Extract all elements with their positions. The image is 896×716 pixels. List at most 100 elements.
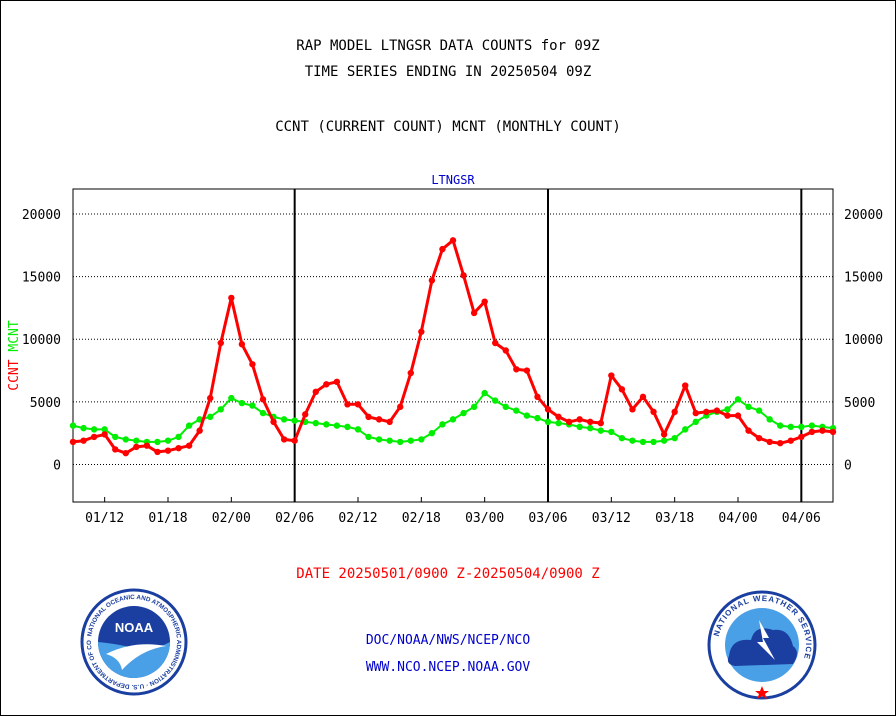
data-point-mcnt — [133, 437, 140, 444]
data-point-mcnt — [597, 427, 604, 434]
data-point-mcnt — [618, 434, 626, 442]
data-point-ccnt — [481, 298, 488, 305]
data-point-ccnt — [354, 401, 362, 408]
data-point-ccnt — [639, 393, 647, 401]
data-point-ccnt — [122, 449, 129, 457]
data-point-ccnt — [143, 442, 151, 449]
data-point-mcnt — [481, 389, 488, 397]
x-tick-label: 04/06 — [782, 511, 821, 526]
y-tick-label-left: 15000 — [22, 271, 61, 286]
data-point-mcnt — [629, 437, 636, 444]
data-point-mcnt — [682, 426, 689, 433]
data-point-ccnt — [703, 408, 710, 416]
data-point-ccnt — [270, 418, 277, 426]
data-point-mcnt — [439, 421, 446, 428]
data-point-mcnt — [122, 436, 129, 443]
data-point-ccnt — [259, 396, 267, 403]
data-point-mcnt — [523, 412, 531, 419]
data-point-ccnt — [682, 382, 689, 389]
data-point-mcnt — [280, 416, 288, 423]
data-point-ccnt — [375, 416, 383, 423]
data-point-ccnt — [418, 328, 425, 335]
y-tick-label-right: 15000 — [844, 271, 883, 286]
data-point-ccnt — [133, 443, 140, 451]
x-tick-label: 04/00 — [718, 511, 757, 526]
data-point-mcnt — [80, 424, 87, 432]
x-tick-label: 01/12 — [85, 511, 124, 526]
nco-link[interactable]: WWW.NCO.NCEP.NOAA.GOV — [365, 660, 531, 675]
data-point-mcnt — [259, 409, 267, 417]
data-point-ccnt — [597, 419, 604, 427]
x-tick-label: 03/00 — [465, 511, 504, 526]
x-tick-label: 02/06 — [275, 511, 314, 526]
data-point-ccnt — [671, 408, 678, 416]
y-tick-label-right: 10000 — [844, 333, 883, 348]
data-point-ccnt — [587, 418, 594, 426]
data-point-mcnt — [291, 417, 298, 424]
data-point-ccnt — [534, 393, 541, 401]
data-point-ccnt — [608, 372, 615, 379]
data-point-ccnt — [302, 411, 309, 418]
data-point-ccnt — [112, 446, 119, 453]
data-point-ccnt — [502, 347, 509, 354]
data-point-ccnt — [80, 437, 87, 444]
data-point-mcnt — [734, 396, 742, 403]
nws-logo[interactable]: NATIONAL WEATHER SERVICE — [707, 590, 817, 700]
data-point-mcnt — [101, 426, 108, 433]
data-point-mcnt — [544, 418, 552, 426]
data-point-ccnt — [713, 407, 721, 414]
data-point-ccnt — [513, 366, 520, 373]
y-tick-label-left: 20000 — [22, 208, 61, 223]
data-point-mcnt — [650, 438, 657, 446]
data-point-mcnt — [660, 437, 668, 444]
data-point-mcnt — [90, 426, 98, 433]
data-point-ccnt — [386, 418, 393, 426]
doc-link[interactable]: DOC/NOAA/NWS/NCEP/NCO — [365, 633, 531, 648]
data-point-mcnt — [397, 438, 404, 446]
x-tick-label: 02/18 — [402, 511, 441, 526]
data-point-ccnt — [777, 439, 784, 447]
data-point-mcnt — [639, 438, 647, 446]
chart-subtitle: CCNT (CURRENT COUNT) MCNT (MONTHLY COUNT… — [275, 119, 621, 135]
data-point-ccnt — [365, 413, 372, 421]
data-point-mcnt — [513, 407, 520, 414]
data-point-ccnt — [544, 406, 552, 413]
data-point-mcnt — [692, 418, 699, 426]
y-axis-label-mcnt: MCNT — [7, 320, 22, 351]
data-point-mcnt — [407, 437, 414, 444]
noaa-center-text: NOAA — [115, 620, 154, 635]
data-point-mcnt — [354, 426, 362, 433]
data-point-mcnt — [470, 403, 478, 411]
data-point-ccnt — [101, 431, 108, 438]
y-tick-label-left: 10000 — [22, 333, 61, 348]
y-tick-label-left: 0 — [53, 458, 61, 473]
data-point-ccnt — [90, 433, 98, 441]
data-point-mcnt — [375, 436, 383, 443]
data-point-ccnt — [724, 412, 731, 419]
x-tick-label: 01/18 — [148, 511, 187, 526]
data-point-ccnt — [449, 237, 457, 244]
data-point-ccnt — [196, 427, 203, 434]
data-point-ccnt — [629, 406, 636, 413]
y-tick-label-right: 0 — [844, 458, 852, 473]
data-point-mcnt — [238, 399, 246, 407]
data-point-ccnt — [280, 436, 288, 443]
data-point-mcnt — [777, 422, 784, 429]
data-point-ccnt — [787, 437, 794, 444]
y-axis-label: CCNT MCNT — [7, 320, 22, 391]
data-point-ccnt — [69, 438, 77, 446]
data-point-ccnt — [428, 277, 436, 284]
data-point-mcnt — [112, 433, 119, 441]
data-point-ccnt — [154, 448, 161, 456]
noaa-logo[interactable]: NOAA NATIONAL OCEANIC AND ATMOSPHERIC AD… — [80, 588, 188, 696]
data-point-mcnt — [724, 406, 731, 413]
x-tick-label: 03/18 — [655, 511, 694, 526]
plot-frame — [72, 188, 834, 503]
data-point-mcnt — [745, 403, 752, 411]
data-point-ccnt — [407, 369, 414, 377]
data-point-ccnt — [618, 386, 626, 393]
data-point-ccnt — [798, 433, 805, 441]
data-point-mcnt — [587, 424, 594, 432]
data-point-mcnt — [671, 434, 678, 442]
data-point-ccnt — [323, 381, 330, 388]
